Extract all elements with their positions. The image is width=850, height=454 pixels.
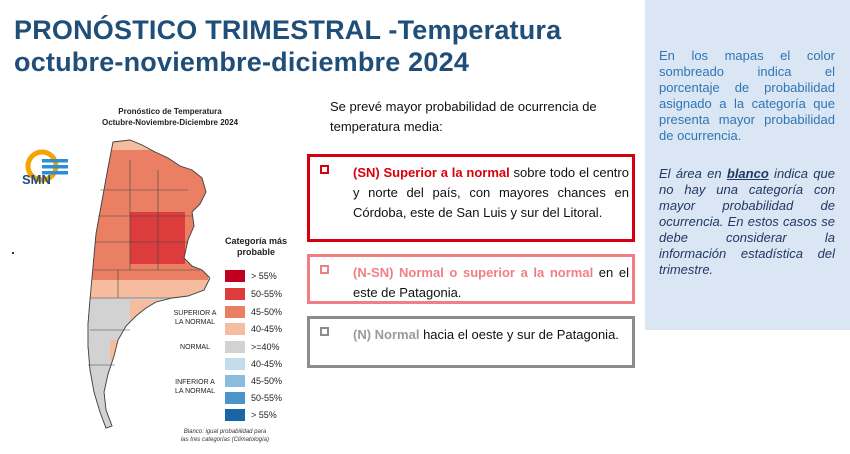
legend-swatch: [225, 392, 245, 404]
legend-label: 40-45%: [251, 324, 283, 334]
category-label-inferior: INFERIOR A LA NORMAL: [165, 378, 225, 396]
forecast-box-superior: (SN) Superior a la normal sobre todo el …: [307, 154, 635, 242]
legend-label: > 55%: [251, 410, 277, 420]
map-title: Pronóstico de Temperatura Octubre-Noviem…: [60, 106, 280, 128]
info-text-white-area: El área en blanco indica que no hay una …: [659, 166, 835, 278]
forecast-category: (N) Normal: [353, 327, 420, 342]
category-label-normal: NORMAL: [180, 344, 210, 351]
category-inferior-line-2: LA NORMAL: [174, 388, 216, 395]
map-footnote-line-1: Blanco: igual probabilidad para: [183, 429, 267, 435]
forecast-description: hacia el oeste y sur de Patagonia.: [419, 327, 619, 342]
forecast-category: (SN) Superior a la normal: [353, 165, 510, 180]
legend-label: 50-55%: [251, 393, 283, 403]
legend-swatch: [225, 341, 245, 353]
legend-swatch: [225, 409, 245, 421]
map-title-line-1: Pronóstico de Temperatura: [118, 107, 222, 116]
info-text-pre: El área en: [659, 166, 727, 181]
title-line-2: octubre-noviembre-diciembre 2024: [14, 47, 470, 77]
legend-label: 50-55%: [251, 289, 283, 299]
legend-label: 45-50%: [251, 307, 283, 317]
category-label-superior: SUPERIOR A LA NORMAL: [165, 309, 225, 327]
legend-label: > 55%: [251, 271, 277, 281]
info-text-shading: En los mapas el color sombreado indica e…: [659, 48, 835, 143]
legend-swatch: [225, 270, 245, 282]
checkbox-bullet-icon: [320, 165, 329, 174]
map-title-line-2: Octubre-Noviembre-Diciembre 2024: [101, 118, 239, 127]
legend-label: 45-50%: [251, 376, 283, 386]
legend-swatch: [225, 323, 245, 335]
forecast-intro: Se prevé mayor probabilidad de ocurrenci…: [330, 99, 597, 134]
forecast-category: (N-SN) Normal o superior a la normal: [353, 265, 594, 280]
legend-swatch: [225, 358, 245, 370]
forecast-text: (N-SN) Normal o superior a la normal en …: [353, 263, 629, 303]
category-inferior-line-1: INFERIOR A: [175, 379, 215, 386]
category-superior-line-2: LA NORMAL: [174, 319, 216, 326]
forecast-description: en el este de Patagonia.: [353, 265, 629, 300]
legend-title: Categoría más probable: [210, 236, 302, 258]
info-text-post: indica que no hay una categoría con mayo…: [659, 166, 835, 277]
info-panel: En los mapas el color sombreado indica e…: [645, 0, 850, 330]
legend-swatch: [225, 306, 245, 318]
argentina-forecast-map: [87, 139, 210, 429]
smn-logo-text: SMN: [22, 172, 51, 187]
legend-label: >=40%: [251, 342, 280, 352]
legend-swatch: [225, 375, 245, 387]
checkbox-bullet-icon: [320, 265, 329, 274]
info-text-emphasis: blanco: [726, 166, 769, 181]
forecast-text: (SN) Superior a la normal sobre todo el …: [353, 163, 629, 223]
legend-title-line-2: probable: [236, 247, 275, 257]
forecast-text: (N) Normal hacia el oeste y sur de Patag…: [353, 325, 629, 345]
checkbox-bullet-icon: [320, 327, 329, 336]
legend-swatch: [225, 288, 245, 300]
page-title: PRONÓSTICO TRIMESTRAL -Temperatura octub…: [14, 14, 561, 78]
forecast-box-normal: (N) Normal hacia el oeste y sur de Patag…: [307, 316, 635, 368]
map-footnote-line-2: las tres categorías (Climatología): [180, 437, 270, 443]
title-line-1: PRONÓSTICO TRIMESTRAL -Temperatura: [14, 15, 562, 45]
smn-logo-icon: [25, 149, 68, 183]
forecast-box-normal-superior: (N-SN) Normal o superior a la normal en …: [307, 254, 635, 304]
legend-label: 40-45%: [251, 359, 283, 369]
map-footnote: Blanco: igual probabilidad para las tres…: [145, 428, 305, 444]
legend-title-line-1: Categoría más: [224, 236, 288, 246]
stray-dot: [12, 252, 14, 254]
category-superior-line-1: SUPERIOR A: [173, 310, 217, 317]
forecast-description: sobre todo el centro y norte del país, c…: [353, 165, 629, 220]
